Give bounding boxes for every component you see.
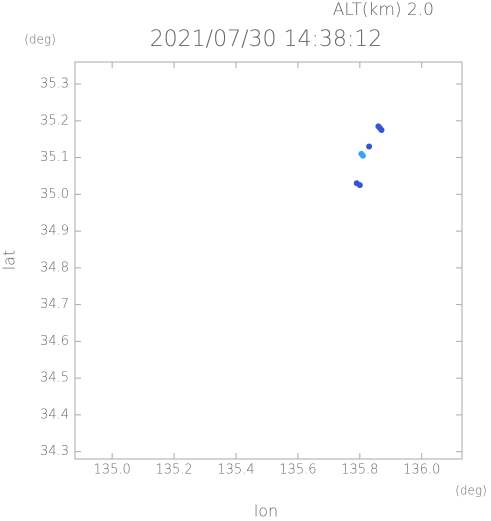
plot-frame: [74, 61, 463, 460]
x-axis-label: lon: [254, 502, 278, 521]
y-tick-label: 34.6: [40, 334, 69, 349]
x-tick-label: 135.4: [217, 463, 254, 478]
y-tick-label: 34.4: [40, 407, 69, 422]
y-tick-label: 35.3: [40, 77, 69, 92]
altitude-label: ALT(km) 2.0: [333, 0, 434, 20]
echo-point: [358, 150, 365, 157]
y-tick-label: 35.0: [40, 187, 69, 202]
echo-point: [366, 143, 373, 150]
y-tick-label: 34.8: [40, 260, 69, 275]
chart-title: 2021/07/30 14:38:12: [150, 27, 383, 52]
y-tick-label: 34.9: [40, 224, 69, 239]
y-tick-label: 34.7: [40, 297, 69, 312]
x-tick-label: 135.6: [279, 463, 316, 478]
echo-point: [376, 125, 383, 132]
y-tick-label: 35.2: [40, 113, 69, 128]
x-tick-label: 135.8: [341, 463, 378, 478]
y-unit: (deg): [24, 33, 56, 47]
echo-point: [356, 182, 363, 189]
x-tick-label: 135.2: [155, 463, 192, 478]
y-tick-label: 34.5: [40, 371, 69, 386]
y-axis-label: lat: [0, 250, 19, 271]
y-tick-label: 35.1: [40, 150, 69, 165]
x-tick-label: 136.0: [403, 463, 440, 478]
y-tick-label: 34.3: [40, 444, 69, 459]
x-unit: (deg): [455, 484, 487, 498]
x-tick-label: 135.0: [94, 463, 131, 478]
